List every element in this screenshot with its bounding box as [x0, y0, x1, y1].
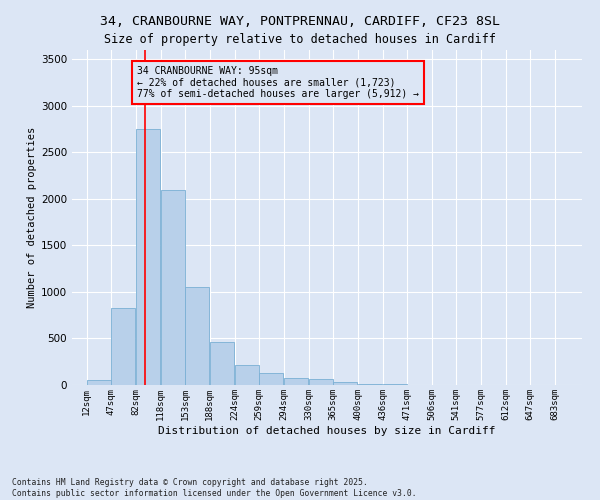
- Bar: [358, 384, 382, 385]
- X-axis label: Distribution of detached houses by size in Cardiff: Distribution of detached houses by size …: [158, 426, 496, 436]
- Bar: [235, 366, 259, 385]
- Bar: [383, 384, 407, 385]
- Bar: [111, 308, 136, 385]
- Bar: [284, 378, 308, 385]
- Text: Size of property relative to detached houses in Cardiff: Size of property relative to detached ho…: [104, 32, 496, 46]
- Text: 34 CRANBOURNE WAY: 95sqm
← 22% of detached houses are smaller (1,723)
77% of sem: 34 CRANBOURNE WAY: 95sqm ← 22% of detach…: [137, 66, 419, 99]
- Bar: [161, 190, 185, 385]
- Bar: [259, 373, 283, 385]
- Bar: [309, 380, 333, 385]
- Bar: [209, 342, 234, 385]
- Bar: [136, 129, 160, 385]
- Bar: [185, 288, 209, 385]
- Bar: [333, 382, 358, 385]
- Bar: [87, 380, 111, 385]
- Y-axis label: Number of detached properties: Number of detached properties: [27, 127, 37, 308]
- Text: 34, CRANBOURNE WAY, PONTPRENNAU, CARDIFF, CF23 8SL: 34, CRANBOURNE WAY, PONTPRENNAU, CARDIFF…: [100, 15, 500, 28]
- Text: Contains HM Land Registry data © Crown copyright and database right 2025.
Contai: Contains HM Land Registry data © Crown c…: [12, 478, 416, 498]
